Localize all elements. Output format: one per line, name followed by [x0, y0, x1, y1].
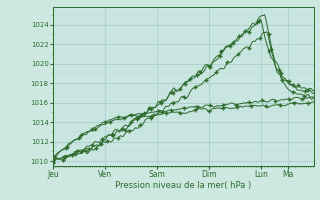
X-axis label: Pression niveau de la mer( hPa ): Pression niveau de la mer( hPa ) — [115, 181, 251, 190]
